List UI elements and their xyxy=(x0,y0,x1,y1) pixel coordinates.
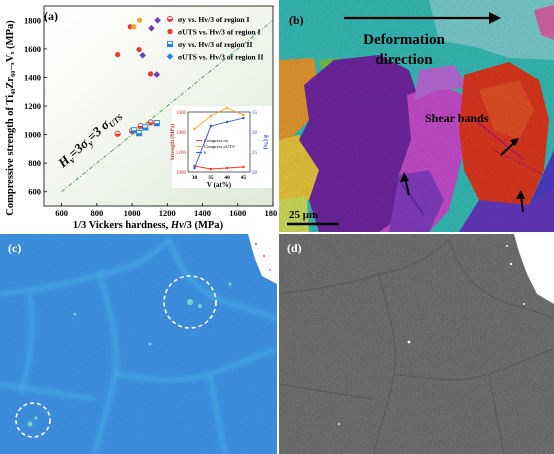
x-tick-label: 1600 xyxy=(229,208,246,218)
shear-bands-label: Shear bands xyxy=(425,111,489,125)
deformation-label-line1: Deformation xyxy=(363,32,445,48)
panel-c-kam-map: (c) xyxy=(0,234,277,454)
data-point xyxy=(147,71,154,77)
inset-data-point xyxy=(209,167,213,171)
inset-x-tick-label: 30 xyxy=(192,175,198,181)
legend-label: σUTS vs. Hv/3 of region I xyxy=(178,28,261,37)
inset-x-tick-label: 35 xyxy=(208,175,214,181)
scale-bar-label: 25 μm xyxy=(289,209,318,221)
x-tick-label: 1000 xyxy=(124,208,141,218)
ebsd-image: Deformation direction (b) Shear bands 25… xyxy=(279,0,554,232)
inset-series-line xyxy=(194,117,244,169)
panel-tag-d: (d) xyxy=(287,241,302,255)
inset-y-right-label: δ (%) xyxy=(262,135,269,150)
inset-y-left-tick-label: 1000 xyxy=(176,171,187,176)
inset-x-tick-label: 45 xyxy=(241,175,247,181)
x-tick-label: 1400 xyxy=(194,208,211,218)
x-axis-label: 1/3 Vickers hardness, Hv/3 (MPa) xyxy=(73,220,224,231)
y-tick-label: 1800 xyxy=(24,15,41,25)
inset-data-point xyxy=(242,116,245,120)
panel-b-ebsd-map: Deformation direction (b) Shear bands 25… xyxy=(279,0,554,232)
data-point xyxy=(154,16,161,24)
highlight-circle-2 xyxy=(15,402,51,438)
legend-item: σy vs. Hv/3 of region II xyxy=(166,40,252,49)
legend-label: σy vs. Hv/3 of region II xyxy=(178,40,252,49)
axis-ticks: 600 800 1000 1200 1400 1600 1800 600 800 1000 1200… xyxy=(24,15,277,218)
inset-data-point xyxy=(209,124,213,128)
inset-y-left-tick-label: 1600 xyxy=(176,111,187,116)
y-tick-label: 600 xyxy=(28,187,41,197)
inset-data-point xyxy=(225,120,229,124)
x-tick-label: 1800 xyxy=(265,208,278,218)
legend-item: σUTS vs. Hv/3 of region I xyxy=(167,28,261,37)
inset-x-tick-label: 40 xyxy=(224,175,230,181)
inset-legend-label: Compress σy xyxy=(204,138,229,143)
x-tick-label: 800 xyxy=(90,208,103,218)
inset-y-right-tick-label: 35 xyxy=(252,111,258,116)
inset-series-line xyxy=(194,107,244,130)
shear-band-arrows xyxy=(400,138,525,213)
inset-data-point xyxy=(242,165,245,169)
kam-image: (c) xyxy=(0,234,277,454)
data-point xyxy=(166,53,174,60)
data-point xyxy=(167,28,173,35)
data-point xyxy=(148,24,155,32)
inset-data-point xyxy=(242,113,245,117)
inset-y-right-tick-label: 30 xyxy=(252,131,258,136)
legend-item: σUTS vs. Hv/3 of region II xyxy=(166,53,263,62)
inset-data-point xyxy=(225,166,229,170)
scatter-chart: 600 800 1000 1200 1400 1600 1800 600 800 1000 1200… xyxy=(5,5,277,231)
inset-data-point xyxy=(193,127,196,131)
panel-tag-c: (c) xyxy=(8,241,21,255)
panel-a-chart: 600 800 1000 1200 1400 1600 1800 600 800 1000 1200… xyxy=(0,0,277,232)
inset-x-label: V (at%) xyxy=(207,181,232,189)
x-tick-label: 1200 xyxy=(159,208,176,218)
y-tick-label: 1400 xyxy=(24,72,41,82)
inset-data-point xyxy=(225,106,229,110)
svg-text:Compressive strength of Ti₄₀Zr: Compressive strength of Ti₄₀Zr₆₀₋ₓVₓ (MP… xyxy=(5,20,16,216)
grayscale-image: (d) xyxy=(279,234,554,454)
x-tick-label: 600 xyxy=(55,208,68,218)
data-point xyxy=(136,46,142,53)
y-tick-label: 1000 xyxy=(24,130,41,140)
data-series xyxy=(114,16,161,137)
legend-item: σy vs. Hv/3 of region I xyxy=(166,15,250,24)
inset-y-right-tick-label: 20 xyxy=(252,171,258,176)
inset-data-point xyxy=(209,114,213,118)
y-tick-label: 800 xyxy=(28,158,41,168)
panel-tag-b: (b) xyxy=(289,13,304,27)
data-point xyxy=(136,17,143,23)
y-axis-label: Compressive strength of Ti₄₀Zr₆₀₋ₓVₓ (MP… xyxy=(5,20,16,216)
highlight-circle-1 xyxy=(163,275,217,329)
inset-data-point xyxy=(193,166,196,170)
panel-tag-a: (a) xyxy=(44,9,58,23)
legend: σy vs. Hv/3 of region I σUTS vs. Hv/3 of … xyxy=(166,15,263,62)
data-point xyxy=(153,71,161,78)
inset-y-left-tick-label: 1400 xyxy=(176,131,187,136)
data-point xyxy=(115,51,121,58)
deformation-label-line2: direction xyxy=(375,52,433,68)
data-point xyxy=(139,51,146,59)
legend-label: σUTS vs. Hv/3 of region II xyxy=(178,53,263,62)
inset-background xyxy=(172,106,272,188)
reference-line xyxy=(61,19,274,193)
inset-y-left-label: Strength (MPa) xyxy=(169,123,176,160)
y-tick-label: 1600 xyxy=(24,44,41,54)
inset-legend-label: δ xyxy=(204,150,206,155)
panel-d-grayscale-map: (d) xyxy=(279,234,554,454)
inset-y-left-tick-label: 1200 xyxy=(176,151,187,156)
inset-series-line xyxy=(194,165,244,170)
data-point xyxy=(131,24,137,30)
y-tick-label: 1200 xyxy=(24,101,41,111)
inset-y-right-tick-label: 25 xyxy=(252,151,258,156)
legend-label: σy vs. Hv/3 of region I xyxy=(178,15,250,24)
inset-legend-label: Compress σUTS xyxy=(204,144,235,149)
